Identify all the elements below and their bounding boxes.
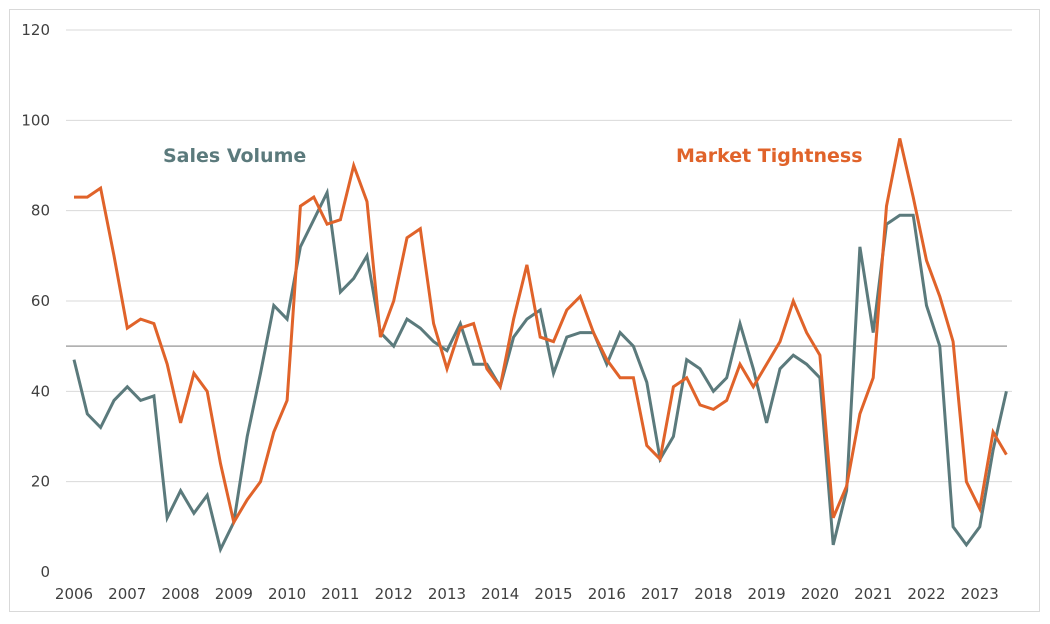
y-tick-label: 120 [21,21,50,39]
x-tick-label: 2016 [588,585,626,603]
y-tick-label: 40 [31,382,50,400]
x-tick-label: 2012 [375,585,413,603]
x-tick-label: 2009 [215,585,253,603]
x-tick-label: 2007 [108,585,146,603]
series-sales-volume [72,187,1008,554]
x-tick-label: 2006 [55,585,93,603]
series-line [74,138,1008,527]
legend-sales-volume: Sales Volume [163,145,306,167]
x-tick-label: 2017 [641,585,679,603]
y-tick-label: 80 [31,202,50,220]
legend-market-tightness: Market Tightness [676,145,863,167]
x-tick-label: 2021 [854,585,892,603]
x-tick-label: 2019 [748,585,786,603]
y-tick-label: 100 [21,111,50,129]
x-tick-label: 2015 [534,585,572,603]
x-tick-label: 2023 [961,585,999,603]
y-tick-label: 20 [31,473,50,491]
series-line [72,187,1008,554]
y-tick-label: 0 [40,563,50,581]
x-tick-label: 2020 [801,585,839,603]
x-tick-label: 2013 [428,585,466,603]
chart-frame [9,9,1040,612]
x-tick-label: 2008 [161,585,199,603]
x-tick-label: 2014 [481,585,519,603]
x-tick-label: 2018 [694,585,732,603]
x-tick-label: 2022 [907,585,945,603]
x-tick-label: 2010 [268,585,306,603]
x-tick-label: 2011 [321,585,359,603]
series-market-tightness [74,138,1008,527]
y-tick-label: 60 [31,292,50,310]
